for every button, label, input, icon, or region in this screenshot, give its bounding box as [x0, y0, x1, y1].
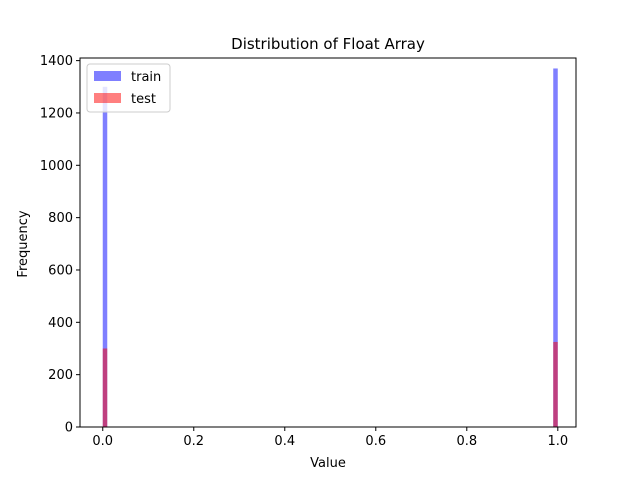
y-tick-label: 600 — [48, 263, 73, 278]
y-tick-label: 200 — [48, 368, 73, 383]
legend: train test — [86, 63, 171, 113]
legend-label-test: test — [131, 92, 156, 107]
y-tick-label: 800 — [48, 211, 73, 226]
y-axis-title: Frequency — [16, 210, 31, 277]
legend-swatch-train — [94, 71, 121, 81]
plot-frame — [79, 57, 577, 428]
chart-title: Distribution of Float Array — [231, 35, 425, 53]
x-tick-label: 0.6 — [365, 434, 386, 449]
histogram-bar-test-0 — [102, 348, 108, 427]
histogram-bar-test-1 — [553, 341, 558, 427]
legend-label-train: train — [131, 70, 161, 85]
axes-layer: 0.0 0.2 0.4 0.6 0.8 1.0 0 200 400 600 800 1000 1200 1… — [40, 54, 577, 449]
y-tick-label: 1000 — [40, 159, 73, 174]
histogram-bar-train-0 — [102, 86, 108, 427]
y-tick-label: 0 — [65, 421, 73, 436]
x-tick-label: 0.4 — [274, 434, 295, 449]
histogram-bar-train-1 — [553, 68, 558, 428]
bars-layer — [102, 68, 558, 428]
y-tick-label: 400 — [48, 316, 73, 331]
x-tick-label: 0.0 — [92, 434, 113, 449]
legend-swatch-test — [94, 93, 121, 103]
x-axis-title: Value — [310, 456, 346, 471]
y-tick-label: 1200 — [40, 106, 73, 121]
x-tick-label: 0.8 — [456, 434, 477, 449]
y-tick-label: 1400 — [40, 54, 73, 69]
x-tick-label: 1.0 — [547, 434, 568, 449]
x-tick-label: 0.2 — [183, 434, 204, 449]
